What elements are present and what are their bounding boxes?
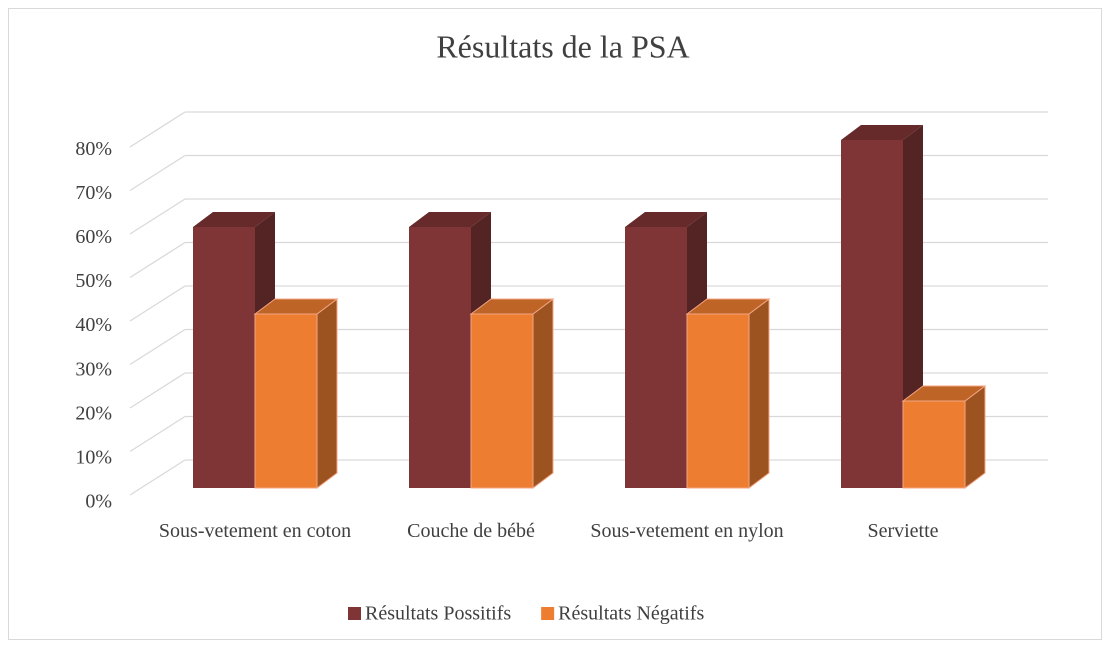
bar-face [316, 298, 338, 489]
bar-face [193, 227, 255, 488]
x-tick-label: Couche de bébé [407, 520, 535, 542]
legend-label: Résultats Possitifs [365, 603, 511, 625]
grid-line [129, 328, 186, 366]
bar-face [470, 313, 534, 489]
chart-title: Résultats de la PSA [436, 28, 689, 64]
grid-line [129, 459, 186, 496]
bar-face [841, 125, 923, 140]
y-tick-label: 10% [75, 446, 112, 468]
grid-line [129, 154, 186, 192]
x-tick-label: Serviette [867, 520, 939, 542]
bar [901, 385, 987, 489]
bar [253, 298, 339, 489]
y-tick-label: 20% [75, 402, 112, 424]
bar-face [532, 298, 554, 489]
bar-face [686, 313, 750, 489]
y-tick-label: 50% [75, 270, 112, 292]
bar-face [409, 212, 491, 227]
grid-line [129, 415, 186, 453]
grid-line [129, 111, 186, 148]
bar-face [254, 313, 318, 489]
y-tick-label: 30% [75, 358, 112, 380]
bar-face [625, 227, 687, 488]
legend-swatch [541, 607, 555, 620]
legend-swatch [348, 607, 361, 620]
grid-line [129, 241, 186, 279]
bar [469, 298, 555, 489]
bar-face [902, 400, 966, 489]
bar-face [625, 212, 707, 227]
grid-line [129, 285, 186, 322]
bar-face [748, 298, 770, 489]
bar-face [409, 227, 471, 488]
grid-line [129, 372, 186, 409]
y-tick-label: 70% [75, 182, 112, 204]
bar-face [841, 140, 903, 488]
grid-line [129, 198, 186, 235]
chart-frame [8, 8, 1102, 640]
bar [685, 298, 771, 489]
legend-label: Résultats Négatifs [558, 603, 704, 625]
y-tick-label: 40% [75, 314, 112, 336]
y-tick-label: 0% [85, 491, 112, 513]
bar-face [193, 212, 275, 227]
y-tick-label: 60% [75, 226, 112, 248]
bar [409, 212, 491, 488]
y-tick-label: 80% [75, 138, 112, 160]
bar-face [964, 385, 986, 489]
x-tick-label: Sous-vetement en coton [158, 520, 352, 542]
x-tick-label: Sous-vetement en nylon [590, 520, 784, 542]
